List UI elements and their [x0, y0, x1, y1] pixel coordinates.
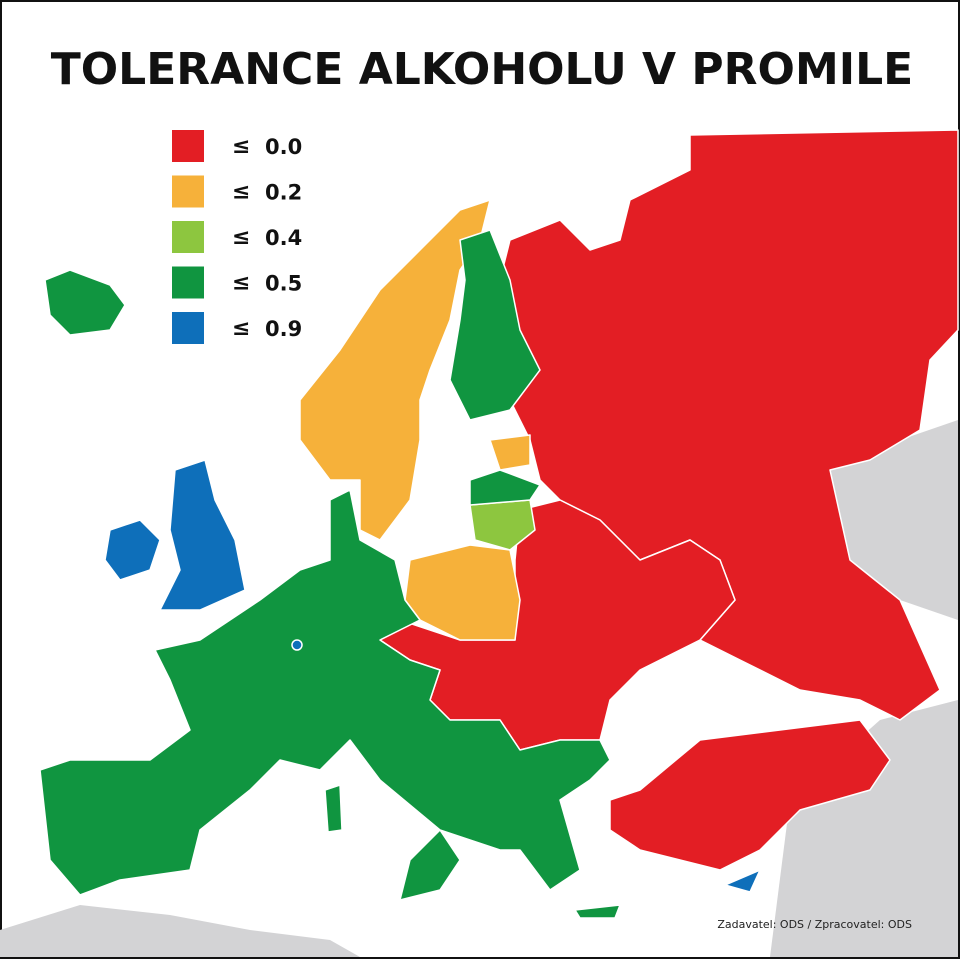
legend-swatch — [172, 312, 204, 344]
sardinia-corsica — [324, 784, 343, 833]
other-land — [0, 420, 958, 957]
legend-symbol: ≤ — [232, 134, 250, 159]
crete — [574, 904, 621, 919]
legend-swatch — [172, 175, 204, 208]
western-europe — [39, 489, 611, 901]
legend: ≤0.0 ≤ 0.2 ≤ 0.4 ≤ 0.5 ≤ 0.9 — [172, 130, 302, 344]
ireland — [104, 519, 161, 581]
iceland — [44, 269, 126, 336]
finland — [449, 229, 541, 421]
legend-value: 0.5 — [265, 272, 302, 296]
legend-symbol: ≤ — [232, 316, 250, 341]
legend-value: 0.4 — [265, 226, 302, 250]
legend-swatch — [172, 221, 204, 253]
africa — [0, 905, 360, 957]
central-asia — [830, 420, 958, 620]
legend-symbol: ≤ — [232, 271, 250, 296]
legend-swatch — [172, 130, 204, 162]
scandinavia — [299, 199, 491, 541]
title: TOLERANCE ALKOHOLU V PROMILE — [51, 44, 913, 95]
luxembourg — [291, 639, 303, 651]
countries — [39, 129, 959, 919]
turkey — [609, 719, 891, 871]
legend-symbol: ≤ — [232, 180, 250, 205]
great-britain — [159, 459, 246, 611]
estonia — [489, 434, 531, 471]
legend-value: 0.9 — [265, 317, 302, 341]
legend-symbol: ≤ — [232, 225, 250, 250]
legend-value: 0.0 — [265, 135, 302, 159]
credit: Zadavatel: ODS / Zpracovatel: ODS — [717, 918, 912, 931]
legend-swatch — [172, 266, 204, 299]
middle-east — [770, 700, 958, 957]
cyprus — [724, 869, 761, 893]
latvia — [469, 469, 541, 506]
legend-value: 0.2 — [265, 181, 302, 205]
